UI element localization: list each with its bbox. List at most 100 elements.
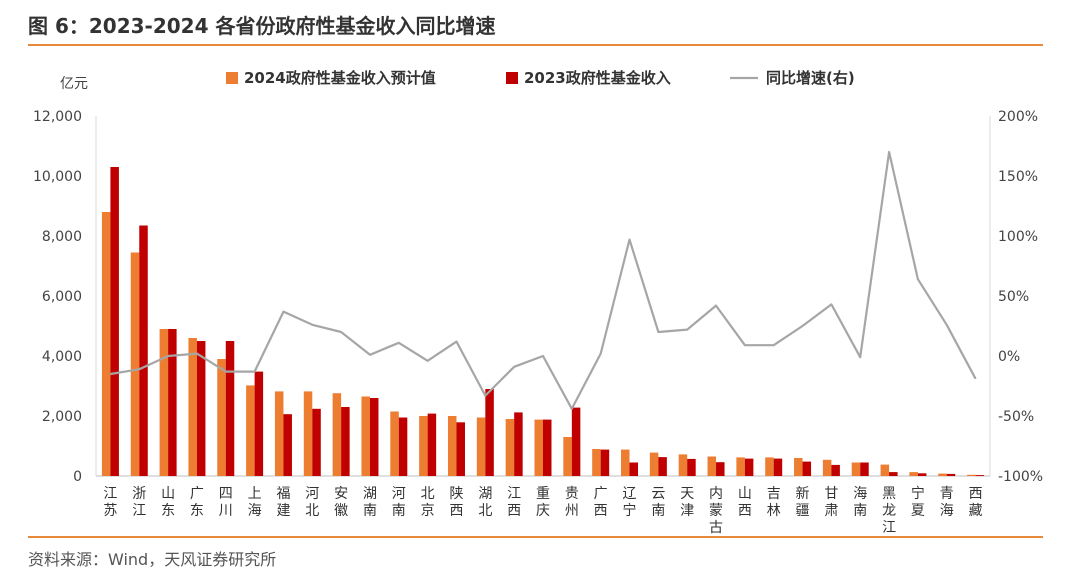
bar-2024	[188, 338, 197, 476]
bar-2024	[707, 456, 717, 476]
x-tick-label: 四川	[219, 486, 233, 519]
y2-tick-label: 150%	[998, 169, 1038, 185]
y-tick-label: 6,000	[42, 289, 82, 305]
x-tick-label: 甘肃	[824, 486, 838, 519]
bar-2024	[851, 462, 861, 476]
x-tick-label: 辽宁	[623, 486, 637, 519]
bar-2023	[571, 407, 581, 476]
footer-rule	[28, 536, 1043, 538]
x-tick-label: 陕西	[449, 486, 463, 519]
y2-tick-label: 200%	[998, 109, 1038, 125]
bars	[101, 167, 985, 476]
x-tick-label: 西藏	[969, 486, 983, 519]
bar-2023	[773, 458, 783, 476]
bar-2023	[716, 462, 725, 476]
y-axis-unit: 亿元	[60, 76, 88, 92]
x-tick-label: 江苏	[103, 486, 117, 519]
x-tick-label: 黑龙江	[882, 486, 896, 536]
source-note: 资料来源：Wind，天风证券研究所	[28, 550, 277, 569]
bar-2023	[139, 225, 148, 476]
bar-2024	[621, 449, 630, 476]
x-tick-label: 贵州	[565, 486, 579, 519]
bar-2024	[505, 419, 515, 476]
x-tick-label: 重庆	[536, 486, 550, 519]
yoy-line	[110, 150, 977, 410]
bar-2024	[794, 458, 803, 476]
y-tick-label: 2,000	[42, 409, 82, 425]
x-tick-label: 山东	[161, 486, 175, 519]
axes: 0 2,000 4,000 6,000 8,000 10,000 12,000 -100% -5…	[33, 109, 1043, 485]
x-tick-label: 宁夏	[911, 485, 925, 519]
x-tick-label: 上海	[248, 486, 262, 519]
chart: 亿元 2024政府性基金收入预计值 2023政府性基金收入 同比增速(右) 0 2,0…	[33, 69, 1043, 536]
bar-2023	[600, 449, 610, 476]
bar-2023	[110, 167, 119, 476]
bar-2024	[130, 252, 140, 476]
y-tick-label: 10,000	[33, 169, 82, 185]
bar-2024	[678, 454, 688, 476]
bar-2023	[398, 417, 408, 476]
y2-tick-label: 0%	[998, 349, 1020, 365]
bar-2024	[246, 385, 255, 476]
bar-2024	[447, 416, 457, 476]
bar-2023	[427, 413, 437, 476]
bar-2023	[831, 464, 840, 476]
bar-2023	[629, 462, 639, 476]
bar-2023	[369, 398, 379, 476]
bar-2023	[917, 473, 927, 476]
bar-2024	[101, 212, 111, 476]
bar-2024	[217, 359, 226, 476]
bar-2023	[802, 461, 812, 476]
bar-2024	[822, 459, 832, 476]
x-axis-labels: 江苏浙江山东广东四川上海福建河北安徽湖南河南北京陕西湖北江西重庆贵州广西辽宁云南…	[103, 485, 982, 536]
legend-label: 同比增速(右)	[766, 69, 855, 87]
bar-2024	[967, 474, 976, 476]
yoy-series-line	[110, 150, 977, 410]
x-tick-label: 安徽	[334, 486, 348, 519]
bar-2024	[476, 417, 486, 476]
bar-2024	[274, 391, 284, 476]
bar-2023	[168, 329, 177, 476]
bar-2023	[946, 473, 956, 476]
x-tick-label: 广东	[190, 486, 204, 519]
y2-tick-label: -100%	[998, 469, 1043, 485]
bar-2024	[390, 411, 399, 476]
bar-2024	[534, 419, 543, 476]
bar-2024	[649, 452, 659, 476]
bar-2024	[159, 329, 169, 476]
x-tick-label: 湖南	[363, 486, 377, 519]
legend-label: 2024政府性基金收入预计值	[244, 69, 436, 87]
x-tick-label: 吉林	[767, 486, 781, 519]
bar-2023	[860, 462, 869, 476]
y-tick-label: 4,000	[42, 349, 82, 365]
bar-2024	[880, 464, 890, 476]
bar-2023	[225, 341, 235, 476]
legend-swatch	[226, 72, 238, 84]
y-tick-label: 8,000	[42, 229, 82, 245]
bar-2023	[514, 412, 523, 476]
bar-2023	[889, 472, 898, 476]
figure-header: 图 6：2023-2024 各省份政府性基金收入同比增速	[0, 0, 1080, 46]
x-tick-label: 浙江	[132, 486, 146, 519]
y-tick-label: 0	[73, 469, 82, 485]
x-tick-label: 海南	[853, 486, 867, 519]
x-tick-label: 江西	[507, 486, 521, 519]
bar-2023	[543, 419, 552, 476]
x-tick-label: 山西	[738, 486, 752, 519]
bar-2024	[765, 457, 774, 476]
x-tick-label: 内蒙古	[709, 486, 723, 536]
x-tick-label: 天津	[680, 486, 694, 519]
bar-2024	[332, 393, 342, 476]
bar-2024	[419, 416, 428, 476]
bar-2024	[303, 391, 313, 476]
x-tick-label: 湖北	[478, 486, 492, 519]
x-tick-label: 新疆	[796, 486, 810, 519]
bar-2023	[744, 458, 754, 476]
bar-2024	[563, 437, 572, 476]
bar-2023	[975, 475, 985, 476]
y2-tick-label: 50%	[998, 289, 1029, 305]
x-tick-label: 福建	[276, 486, 290, 519]
bar-2023	[341, 407, 350, 476]
x-tick-label: 广西	[594, 486, 608, 519]
x-tick-label: 北京	[421, 486, 435, 519]
